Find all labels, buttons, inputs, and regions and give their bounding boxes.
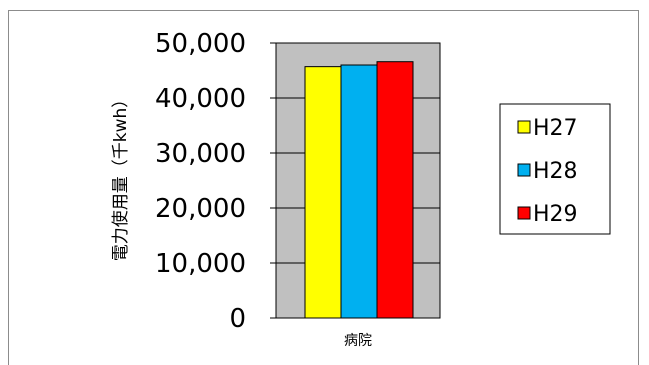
legend-label: H29 — [533, 202, 578, 227]
axes — [275, 43, 440, 319]
legend-swatch — [517, 120, 531, 134]
y-tick-label: 30,000 — [155, 139, 246, 169]
legend-label: H27 — [533, 116, 578, 141]
chart-frame — [8, 10, 639, 365]
legend-label: H28 — [533, 159, 578, 184]
y-axis-label: 電力使用量（千kwh） — [110, 91, 131, 262]
x-category-labels: 病院 — [344, 333, 372, 349]
legend-swatch — [517, 206, 531, 220]
y-tick-labels: 0 10,000 20,000 30,000 40,000 50,000 — [155, 29, 246, 334]
y-tick-label: 40,000 — [155, 84, 246, 114]
y-tick-label: 20,000 — [155, 194, 246, 224]
bar-h27 — [304, 66, 342, 319]
x-category-label: 病院 — [344, 333, 372, 349]
y-tick-label: 50,000 — [155, 29, 246, 59]
legend: H27 H28 H29 — [499, 103, 611, 235]
bar-h29 — [376, 61, 414, 319]
bars — [304, 61, 414, 319]
y-tick-label: 0 — [229, 304, 246, 334]
y-tick-label: 10,000 — [155, 249, 246, 279]
legend-swatch — [517, 163, 531, 177]
bar-h28 — [340, 64, 378, 319]
